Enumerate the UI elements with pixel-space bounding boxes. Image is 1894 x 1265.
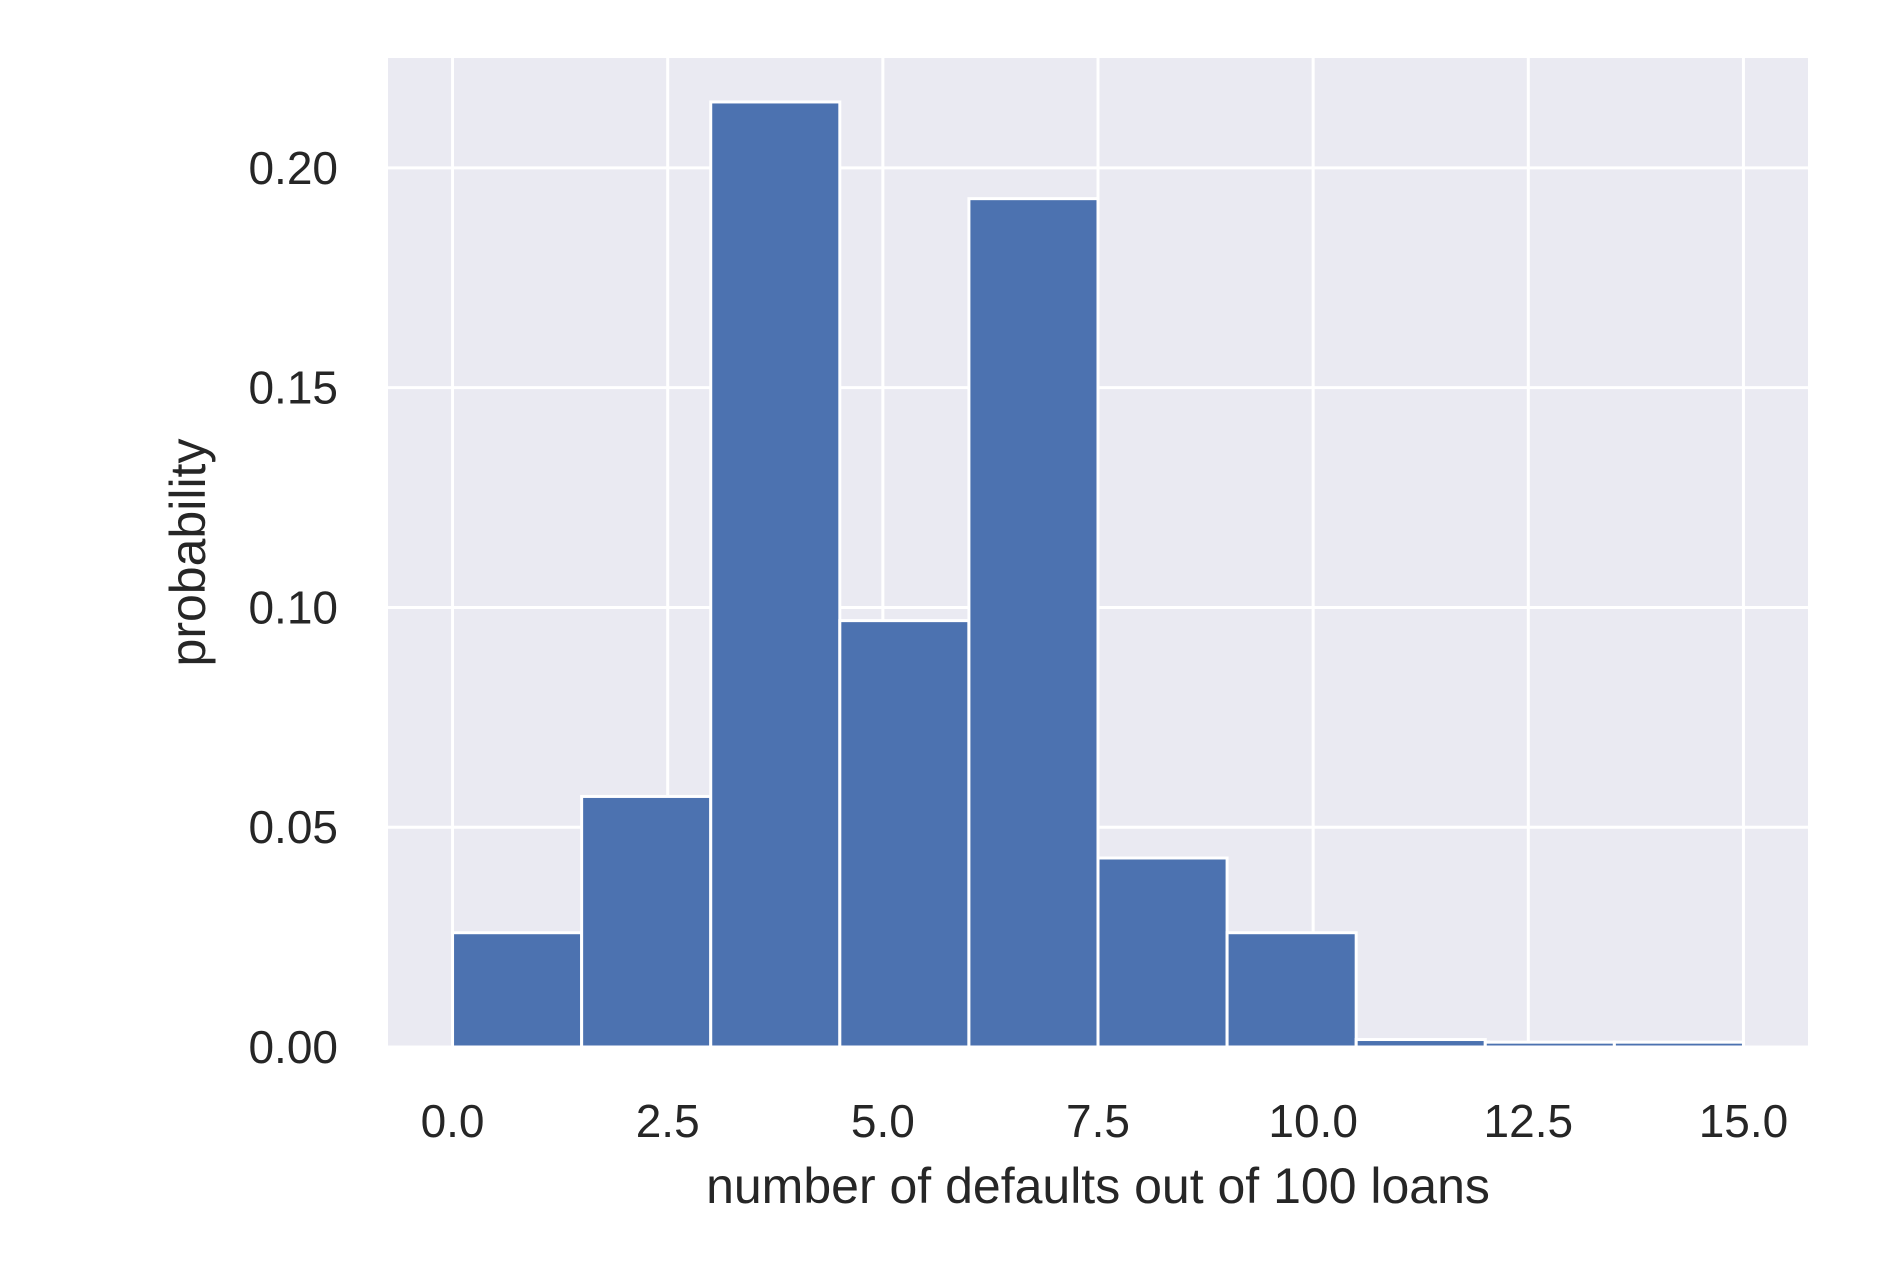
histogram-bar [1096, 856, 1229, 1049]
x-tick-label: 10.0 [1268, 1095, 1358, 1147]
x-tick-label: 15.0 [1699, 1095, 1789, 1147]
y-axis-label: probability [160, 439, 216, 667]
y-tick-label: 0.10 [248, 581, 338, 633]
histogram-bar [967, 197, 1100, 1049]
histogram-bar [1612, 1040, 1745, 1049]
histogram-bar [580, 794, 713, 1049]
histogram-bars [451, 100, 1745, 1049]
histogram-bar [1483, 1040, 1616, 1049]
y-axis-ticks: 0.00 0.05 0.10 0.15 0.20 [248, 142, 338, 1073]
y-tick-label: 0.00 [248, 1021, 338, 1073]
histogram-bar [838, 619, 971, 1049]
y-tick-label: 0.15 [248, 362, 338, 414]
histogram-bar [1225, 931, 1358, 1049]
y-tick-label: 0.20 [248, 142, 338, 194]
histogram-bar [709, 100, 842, 1049]
x-tick-label: 2.5 [636, 1095, 700, 1147]
x-tick-label: 0.0 [421, 1095, 485, 1147]
x-tick-label: 7.5 [1066, 1095, 1130, 1147]
histogram-bar [1354, 1038, 1487, 1049]
x-tick-label: 12.5 [1484, 1095, 1574, 1147]
y-tick-label: 0.05 [248, 801, 338, 853]
x-tick-label: 5.0 [851, 1095, 915, 1147]
x-axis-label: number of defaults out of 100 loans [706, 1158, 1490, 1214]
histogram-bar [451, 931, 584, 1049]
x-axis-ticks: 0.0 2.5 5.0 7.5 10.0 12.5 15.0 [421, 1095, 1789, 1147]
